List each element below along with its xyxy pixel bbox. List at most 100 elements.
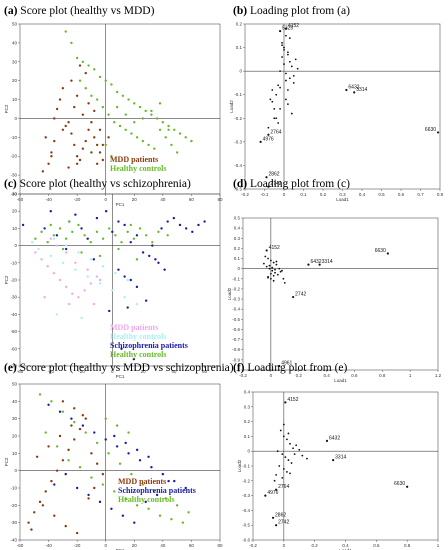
loading-point (290, 112, 293, 115)
y-tick-label: -30 (10, 295, 17, 300)
loading-point (386, 252, 389, 255)
data-point (110, 83, 113, 86)
loading-point (271, 269, 274, 272)
panel-title: (f) Loading plot from (e) (233, 362, 348, 374)
data-point (135, 258, 139, 261)
x-tick-label: 40 (160, 543, 166, 548)
loading-point (287, 53, 289, 56)
data-point (164, 497, 167, 500)
loading-point (278, 465, 281, 467)
loading-point (277, 122, 280, 124)
data-point (173, 479, 176, 483)
data-point (84, 87, 87, 90)
data-point (70, 417, 73, 420)
loading-point (286, 471, 288, 473)
data-point (161, 472, 165, 476)
x-tick-label: 60 (189, 543, 195, 548)
loading-point (274, 268, 276, 271)
data-point (87, 64, 90, 67)
data-point (30, 528, 33, 531)
data-point (151, 244, 154, 247)
data-point (67, 121, 70, 124)
data-point (64, 247, 68, 251)
data-point (80, 316, 83, 320)
data-point (21, 223, 25, 227)
y-tick-label: 20 (12, 78, 18, 83)
data-point (144, 109, 147, 113)
legend-entry: Schizophrenia patients (110, 341, 188, 350)
data-point (31, 240, 34, 244)
y-tick-label: -0.2 (234, 116, 242, 121)
data-point (147, 455, 150, 458)
loading-point (279, 107, 281, 110)
loading-point (269, 277, 272, 280)
data-point (123, 223, 126, 227)
data-point (49, 237, 52, 240)
data-point (70, 79, 73, 82)
data-point (35, 455, 39, 458)
loading-point (281, 453, 284, 456)
data-point (47, 445, 50, 448)
x-tick-label: 1 (437, 543, 440, 548)
data-point (68, 220, 71, 223)
data-point (141, 139, 145, 143)
data-point (121, 514, 125, 517)
data-point (126, 278, 129, 282)
data-point (98, 500, 102, 504)
loading-point (264, 494, 267, 497)
data-point (95, 441, 99, 445)
data-point (160, 227, 163, 230)
y-axis-label: Load2 (227, 287, 232, 300)
y-tick-label: 0 (247, 449, 250, 454)
data-point (101, 143, 105, 147)
loading-point (288, 60, 291, 63)
x-tick-label: 0.8 (437, 192, 444, 197)
data-point (93, 431, 96, 434)
y-tick-label: 0.4 (244, 390, 251, 395)
data-point (135, 448, 139, 452)
data-point (68, 302, 71, 306)
data-point (135, 285, 139, 289)
data-point (81, 147, 85, 150)
data-point (77, 223, 80, 227)
data-point (87, 102, 90, 105)
legend-entry: Schizophrenia patients (118, 486, 196, 495)
data-point (107, 452, 110, 455)
loading-point (268, 267, 271, 270)
data-point (64, 472, 67, 476)
data-point (75, 56, 79, 60)
x-tick-label: -0.2 (239, 373, 247, 378)
data-point (115, 105, 119, 109)
data-point (58, 434, 62, 438)
data-point (172, 216, 176, 220)
panel-f: (f) Loading plot from (e)-0.2 0 0.2 0.4 0.6 0… (233, 362, 440, 550)
data-point (153, 147, 156, 150)
loading-point (269, 272, 272, 275)
data-point (157, 230, 160, 234)
data-point (133, 102, 136, 105)
y-tick-label: 0.3 (234, 236, 241, 241)
data-point (61, 87, 65, 90)
data-point (175, 151, 179, 154)
y-axis-label: Load2 (237, 459, 242, 472)
loading-point-label: 2742 (270, 181, 281, 187)
data-point (55, 107, 59, 111)
panel-title: (e) Score plot (healthy vs MDD vs schizo… (4, 362, 234, 374)
data-point (73, 407, 76, 410)
data-point (43, 227, 46, 230)
data-point (58, 98, 62, 101)
data-point (138, 105, 142, 109)
loading-point (271, 266, 274, 269)
panel-title-text: Loading plot from (a) (247, 5, 350, 17)
loading-point (267, 126, 270, 129)
data-point (74, 261, 77, 264)
y-tick-label: -0.4 (232, 307, 240, 312)
x-tick-label: 20 (141, 369, 147, 374)
data-point (187, 511, 190, 514)
data-point (104, 79, 107, 82)
y-tick-label: -0.4 (234, 163, 242, 168)
data-point (61, 247, 65, 251)
data-point (170, 518, 173, 521)
loading-point (282, 435, 285, 438)
x-tick-label: 0.6 (398, 192, 405, 197)
